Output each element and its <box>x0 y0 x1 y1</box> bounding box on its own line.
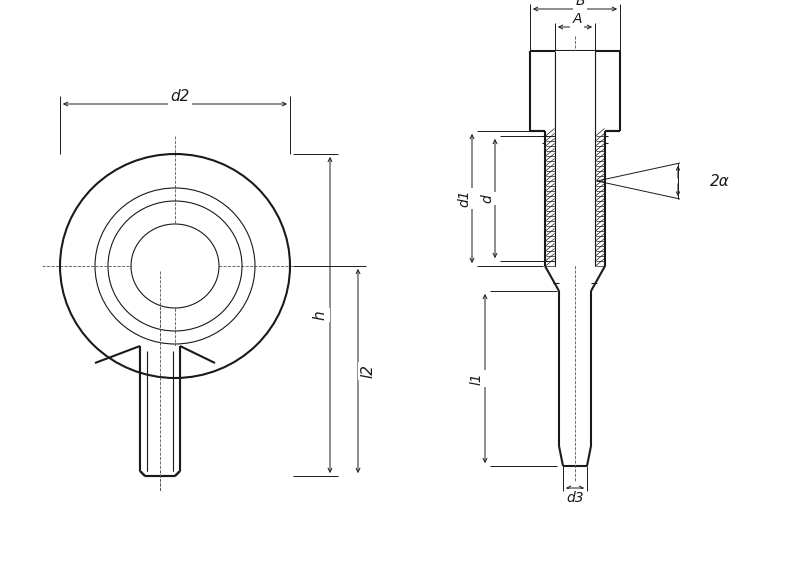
Text: l1: l1 <box>470 372 484 385</box>
Text: d3: d3 <box>566 491 584 505</box>
Text: d1: d1 <box>457 190 471 208</box>
Text: A: A <box>572 12 582 26</box>
Ellipse shape <box>60 154 290 378</box>
Polygon shape <box>555 51 595 266</box>
Text: d: d <box>480 194 494 203</box>
Text: B: B <box>575 0 585 8</box>
Text: 2α: 2α <box>710 173 730 188</box>
Text: h: h <box>313 310 327 320</box>
Ellipse shape <box>132 225 218 307</box>
Polygon shape <box>140 346 180 471</box>
Text: d2: d2 <box>170 89 190 103</box>
Text: l2: l2 <box>361 364 375 378</box>
